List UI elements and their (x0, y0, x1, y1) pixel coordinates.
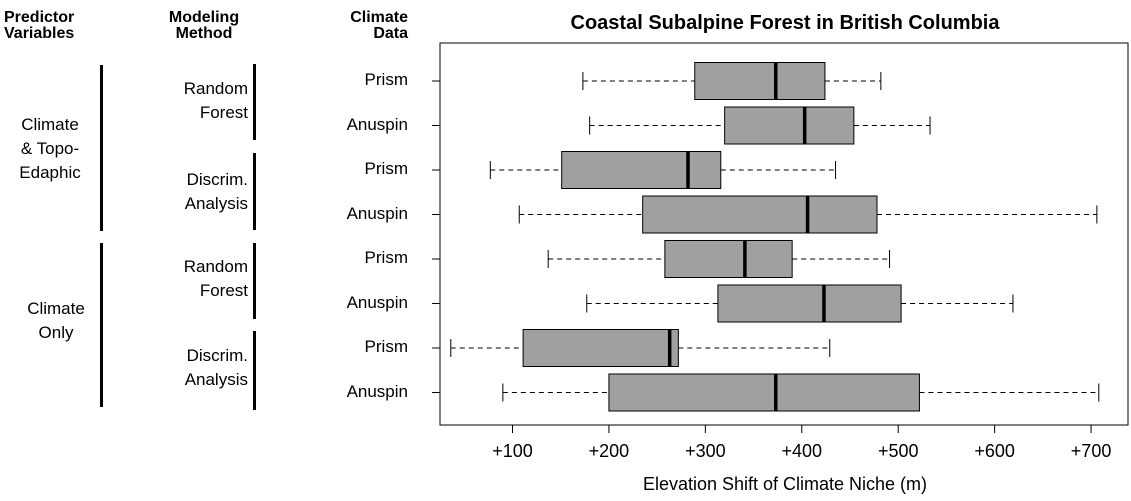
header-method-line2: Method (175, 25, 233, 42)
header-climate-line1: Climate (350, 9, 408, 26)
x-tick-label: +100 (492, 441, 533, 461)
box (664, 240, 793, 278)
method-bracket-2 (253, 153, 256, 230)
method-group-da-2: Discrim. Analysis (150, 344, 248, 392)
header-modeling-method: Modeling Method (158, 10, 250, 42)
box (724, 106, 855, 145)
header-predictor-variables: Predictor Variables (4, 10, 74, 42)
row-label: Prism (364, 70, 408, 89)
predictor-group-line: Edaphic (19, 163, 81, 182)
method-group-line: Analysis (184, 370, 248, 389)
method-bracket-3 (253, 243, 256, 319)
predictor-group-climate-only: Climate Only (6, 297, 106, 345)
predictor-group-line: Climate (27, 299, 85, 318)
method-group-rf-1: Random Forest (150, 77, 248, 125)
predictor-bracket-2 (100, 243, 103, 407)
method-group-rf-2: Random Forest (150, 255, 248, 303)
method-group-line: Forest (199, 103, 248, 122)
predictor-group-line: & Topo- (20, 139, 80, 158)
plot-frame (439, 42, 1129, 426)
row-label: Anuspin (346, 292, 408, 312)
row-label: Anuspin (346, 203, 408, 223)
box (608, 373, 920, 412)
header-method-line1: Modeling (168, 9, 240, 26)
method-bracket-4 (253, 331, 256, 410)
x-tick-label: +500 (878, 441, 919, 461)
row-label: Anuspin (346, 381, 408, 401)
header-climate-data: Climate Data (334, 10, 408, 42)
predictor-group-climate-topo: Climate & Topo- Edaphic (6, 113, 94, 185)
box (561, 151, 722, 189)
x-tick-label: +600 (974, 441, 1015, 461)
predictor-group-line: Only (38, 323, 74, 342)
x-tick-label: +700 (1071, 441, 1112, 461)
row-label: Prism (364, 159, 408, 178)
header-climate-line2: Data (373, 25, 408, 42)
method-group-da-1: Discrim. Analysis (150, 168, 248, 216)
x-tick-label: +300 (685, 441, 726, 461)
box (522, 329, 679, 367)
row-label: Prism (364, 337, 408, 356)
header-predictor-line1: Predictor (4, 9, 75, 26)
x-tick-label: +400 (782, 441, 823, 461)
box (717, 284, 902, 323)
box (694, 62, 826, 100)
method-group-line: Forest (199, 281, 248, 300)
chart-title: Coastal Subalpine Forest in British Colu… (570, 12, 1000, 34)
row-label: Anuspin (346, 114, 408, 134)
row-label: Prism (364, 248, 408, 267)
method-group-line: Random (183, 79, 248, 98)
method-bracket-1 (253, 64, 256, 140)
method-group-line: Analysis (184, 194, 248, 213)
box (642, 195, 878, 234)
predictor-group-line: Climate (21, 115, 79, 134)
method-group-line: Random (183, 257, 248, 276)
x-axis-label: Elevation Shift of Climate Niche (m) (642, 474, 928, 494)
method-group-line: Discrim. (186, 346, 248, 365)
method-group-line: Discrim. (186, 170, 248, 189)
header-predictor-line2: Variables (4, 25, 75, 42)
x-tick-label: +200 (589, 441, 630, 461)
predictor-bracket-1 (100, 65, 103, 231)
